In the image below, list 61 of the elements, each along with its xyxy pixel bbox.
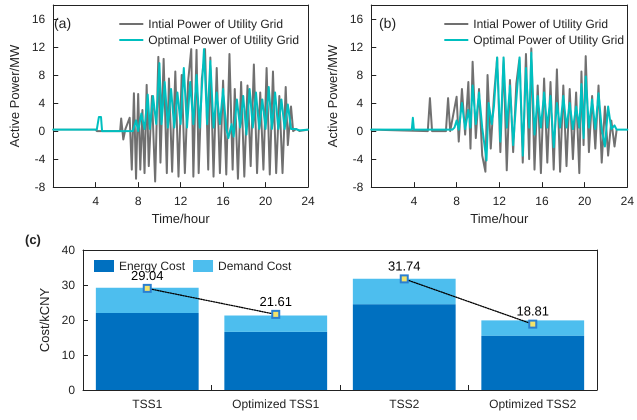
- x-axis-title: Time/hour: [470, 211, 529, 226]
- bar: [352, 278, 456, 304]
- y-tick-label: 0: [68, 383, 76, 397]
- x-axis-title: Time/hour: [152, 211, 210, 226]
- y-axis-title: Active Power/MW: [7, 44, 22, 148]
- x-tick-label: 12: [174, 194, 188, 208]
- line-series: [370, 52, 628, 162]
- legend-label: Optimal Power of Utility Grid: [148, 33, 299, 47]
- x-tick-label: Optimized TSS2: [489, 397, 577, 411]
- line-series: [52, 48, 309, 140]
- y-tick-label: 30: [62, 278, 76, 292]
- y-axis-title: Cost/kCNY: [36, 288, 52, 352]
- x-tick-label: 4: [92, 194, 100, 208]
- legend-label: Optimal Power of Utility Grid: [473, 33, 624, 47]
- bar: [96, 288, 199, 313]
- legend-label: Demand Cost: [218, 259, 292, 273]
- chart-title: (c): [25, 232, 41, 247]
- x-tick-label: TSS1: [132, 397, 163, 411]
- x-tick-label: 12: [492, 194, 506, 208]
- y-tick-label: -8: [352, 180, 364, 194]
- y-tick-label: 12: [350, 40, 364, 54]
- bar: [352, 304, 456, 390]
- y-tick-label: 16: [32, 12, 46, 26]
- x-tick-label: 8: [453, 194, 460, 208]
- data-label: 18.81: [516, 304, 550, 319]
- y-axis-title: Active Power/MW: [325, 44, 340, 148]
- y-tick-label: -4: [34, 152, 46, 166]
- y-tick-label: 8: [38, 68, 46, 82]
- y-tick-label: 20: [62, 313, 76, 327]
- y-tick-label: 40: [62, 243, 76, 257]
- bar: [96, 313, 199, 390]
- text: (a): [54, 15, 72, 31]
- y-tick-label: 4: [38, 96, 46, 110]
- y-tick-label: 8: [356, 68, 364, 82]
- y-tick-label: 16: [350, 12, 364, 26]
- y-tick-label: -4: [352, 152, 364, 166]
- bar: [481, 320, 584, 336]
- bar: [224, 315, 328, 332]
- x-tick-label: 8: [134, 194, 142, 208]
- y-tick-label: 0: [356, 124, 364, 138]
- x-tick-label: 16: [535, 194, 549, 208]
- x-tick-label: 4: [410, 194, 418, 208]
- bar: [481, 336, 584, 390]
- data-label: 21.61: [259, 294, 292, 309]
- x-tick-label: Optimized TSS1: [232, 397, 320, 411]
- bar: [224, 332, 328, 390]
- y-tick-label: -8: [34, 180, 46, 194]
- legend-label: Intial Power of Utility Grid: [473, 17, 608, 31]
- x-tick-label: 24: [620, 194, 634, 208]
- x-tick-label: 24: [301, 194, 315, 208]
- data-label: 31.74: [388, 258, 421, 274]
- y-tick-label: 0: [38, 124, 46, 138]
- y-tick-label: 4: [356, 96, 364, 110]
- x-tick-label: 20: [258, 194, 273, 208]
- x-tick-label: 20: [578, 194, 592, 208]
- x-tick-label: TSS2: [389, 397, 420, 411]
- x-tick-label: 16: [216, 194, 230, 208]
- y-tick-label: 10: [62, 348, 76, 362]
- legend-label: Intial Power of Utility Grid: [148, 17, 284, 31]
- y-tick-label: 12: [32, 40, 46, 54]
- text: (b): [379, 15, 396, 31]
